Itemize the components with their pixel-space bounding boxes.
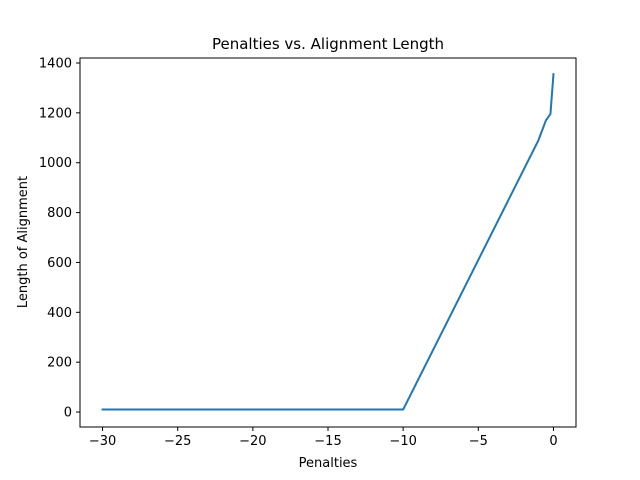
y-tick-label: 0	[64, 406, 72, 421]
y-tick-label: 200	[47, 356, 72, 371]
x-tick-label: −30	[89, 434, 116, 449]
y-tick-label: 400	[47, 306, 72, 321]
x-tick-label: −20	[239, 434, 266, 449]
x-tick-label: −5	[469, 434, 488, 449]
x-axis-title: Penalties	[299, 456, 358, 471]
y-tick-label: 800	[47, 206, 72, 221]
series-line-0	[101, 73, 555, 411]
x-tick-label: −25	[164, 434, 191, 449]
x-tick-label: −15	[314, 434, 341, 449]
y-tick-label: 600	[47, 256, 72, 271]
y-tick-label: 1000	[39, 156, 72, 171]
axes-frame	[79, 57, 577, 428]
y-tick-label: 1200	[39, 106, 72, 121]
y-tick-label: 1400	[39, 56, 72, 71]
y-axis-title: Length of Alignment	[16, 176, 31, 308]
x-tick-label: 0	[549, 434, 557, 449]
chart-title: Penalties vs. Alignment Length	[212, 35, 444, 53]
plot-area: −30 −25 −20 −15 −10 −5 0 0 200 400 600 800 1000 1200 1…	[39, 56, 577, 449]
x-tick-label: −10	[389, 434, 416, 449]
